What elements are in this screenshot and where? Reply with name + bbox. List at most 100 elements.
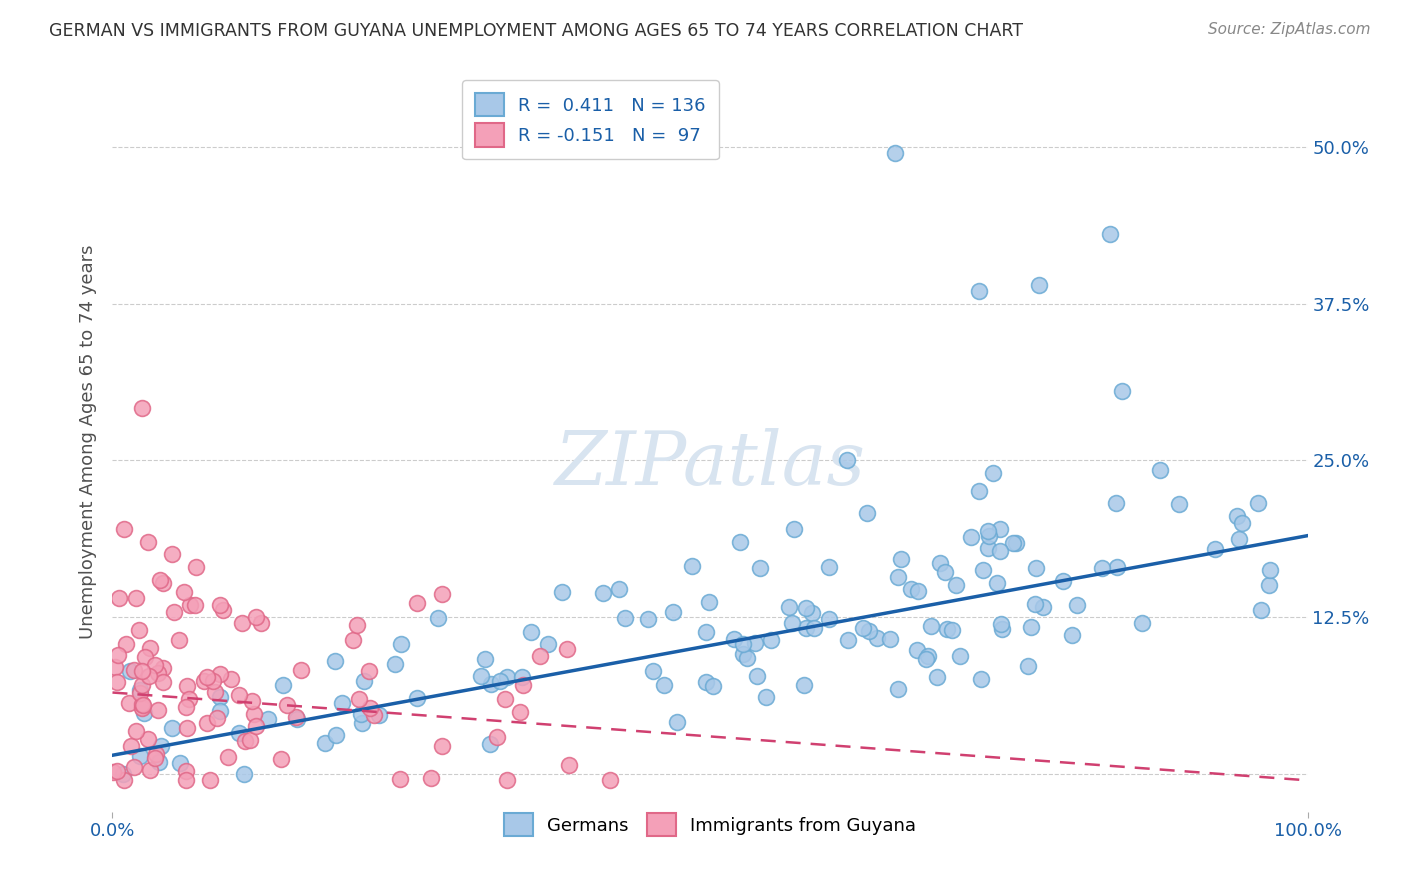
Point [162, 721, 184, 735]
Point [131, 700, 153, 714]
Point [702, 679, 724, 693]
Point [350, 716, 373, 731]
Point [967, 284, 990, 298]
Point [174, 700, 197, 714]
Point [637, 611, 659, 625]
Point [695, 674, 717, 689]
Point [101, 764, 124, 779]
Point [936, 623, 959, 637]
Point [510, 670, 533, 684]
Point [988, 543, 1011, 558]
Point [183, 598, 205, 612]
Point [314, 736, 336, 750]
Point [212, 603, 235, 617]
Point [529, 649, 551, 664]
Point [794, 601, 817, 615]
Point [551, 584, 574, 599]
Point [661, 606, 683, 620]
Point [1052, 574, 1074, 589]
Point [1025, 560, 1047, 574]
Point [276, 698, 298, 712]
Point [173, 585, 195, 599]
Point [243, 707, 266, 722]
Point [389, 637, 412, 651]
Point [681, 559, 703, 574]
Point [866, 632, 889, 646]
Point [231, 616, 253, 631]
Point [128, 686, 150, 700]
Point [960, 530, 983, 544]
Point [818, 612, 841, 626]
Point [363, 708, 385, 723]
Point [695, 625, 717, 640]
Point [858, 624, 880, 638]
Point [1105, 496, 1128, 510]
Point [977, 529, 1000, 543]
Point [1258, 578, 1281, 592]
Point [592, 585, 614, 599]
Point [512, 678, 534, 692]
Point [519, 624, 541, 639]
Point [209, 704, 232, 718]
Point [991, 623, 1014, 637]
Point [405, 596, 427, 610]
Point [558, 757, 581, 772]
Legend: Germans, Immigrants from Guyana: Germans, Immigrants from Guyana [496, 805, 924, 844]
Point [139, 763, 162, 777]
Point [1032, 599, 1054, 614]
Point [152, 675, 174, 690]
Point [945, 577, 967, 591]
Point [427, 611, 450, 625]
Point [129, 683, 152, 698]
Point [981, 467, 1004, 481]
Point [209, 666, 232, 681]
Point [890, 552, 912, 566]
Point [852, 621, 875, 635]
Point [122, 760, 145, 774]
Point [967, 484, 990, 499]
Point [972, 563, 994, 577]
Point [108, 591, 131, 606]
Point [104, 660, 127, 674]
Point [782, 522, 804, 536]
Point [745, 669, 768, 683]
Point [353, 673, 375, 688]
Point [186, 560, 208, 574]
Point [131, 678, 153, 692]
Point [152, 661, 174, 675]
Point [494, 692, 516, 706]
Point [900, 582, 922, 597]
Point [359, 701, 381, 715]
Point [131, 401, 153, 415]
Point [228, 726, 250, 740]
Point [131, 697, 153, 711]
Point [350, 707, 373, 722]
Point [208, 690, 231, 705]
Point [420, 771, 443, 785]
Point [1132, 615, 1154, 630]
Point [1005, 536, 1028, 550]
Point [920, 619, 942, 633]
Point [990, 617, 1012, 632]
Point [285, 712, 308, 726]
Point [917, 648, 939, 663]
Point [205, 711, 228, 725]
Text: GERMAN VS IMMIGRANTS FROM GUYANA UNEMPLOYMENT AMONG AGES 65 TO 74 YEARS CORRELAT: GERMAN VS IMMIGRANTS FROM GUYANA UNEMPLO… [49, 22, 1024, 40]
Point [1091, 561, 1114, 575]
Point [907, 584, 929, 599]
Point [176, 773, 198, 788]
Point [325, 728, 347, 742]
Point [949, 648, 972, 663]
Point [143, 751, 166, 765]
Point [128, 624, 150, 638]
Point [837, 453, 859, 467]
Point [134, 706, 156, 720]
Point [652, 678, 675, 692]
Point [1111, 384, 1133, 399]
Point [290, 663, 312, 677]
Point [794, 621, 817, 635]
Point [801, 607, 824, 621]
Point [537, 637, 560, 651]
Point [129, 748, 152, 763]
Point [479, 677, 502, 691]
